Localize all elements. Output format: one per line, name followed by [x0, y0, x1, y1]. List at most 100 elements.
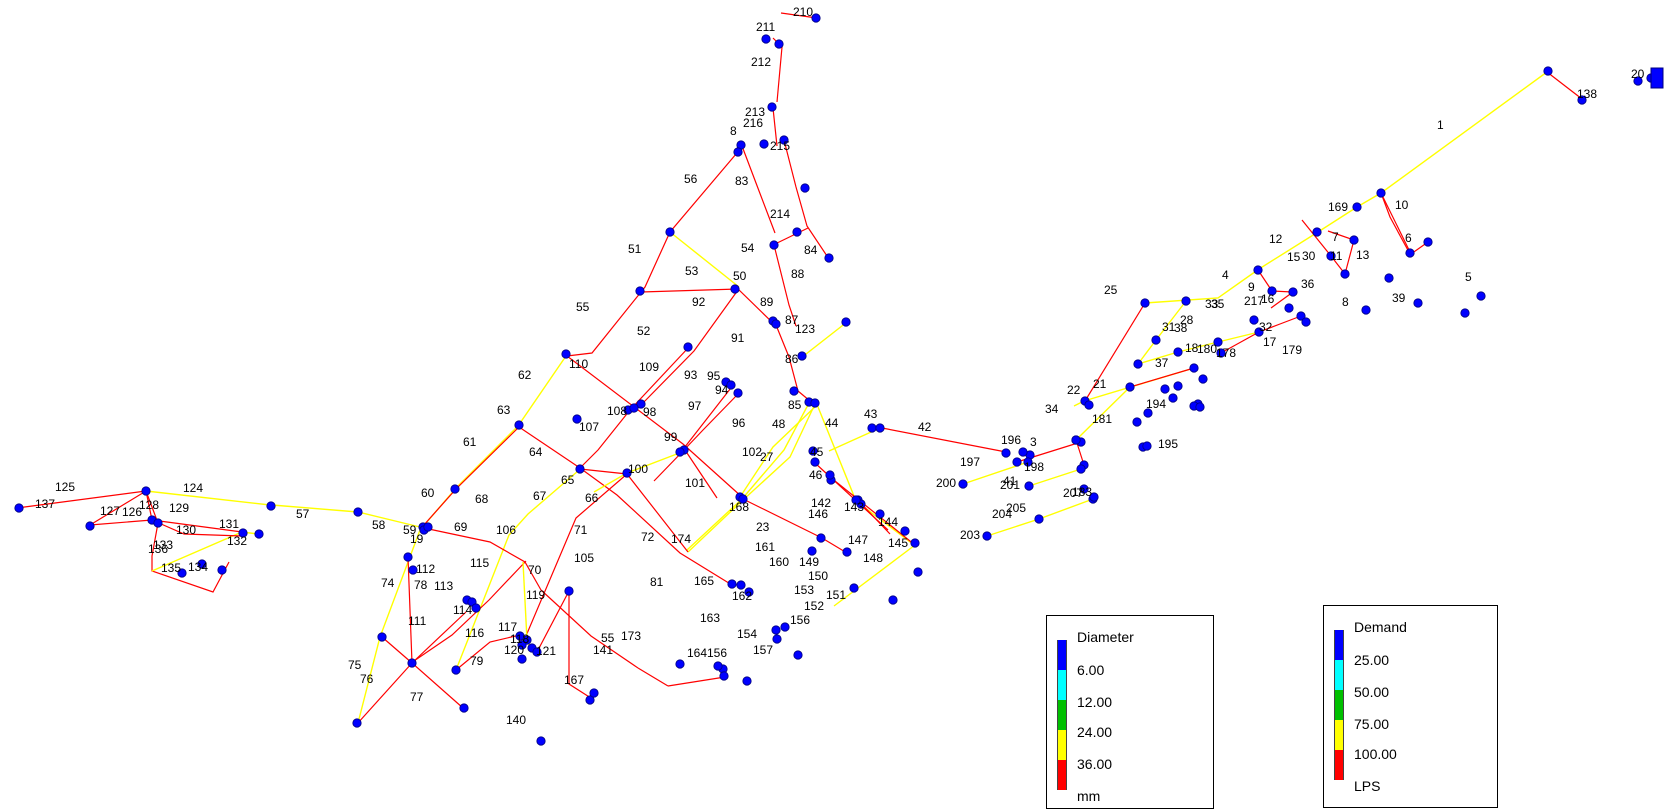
junction-node[interactable]: [153, 518, 163, 528]
junction-node[interactable]: [761, 34, 771, 44]
junction-node[interactable]: [85, 521, 95, 531]
pipe-link[interactable]: [637, 667, 669, 687]
junction-node[interactable]: [635, 286, 645, 296]
junction-node[interactable]: [514, 420, 524, 430]
pipe-link[interactable]: [151, 519, 243, 533]
pipe-link[interactable]: [669, 231, 740, 288]
junction-node[interactable]: [910, 538, 920, 548]
junction-node[interactable]: [377, 632, 387, 642]
junction-node[interactable]: [913, 567, 923, 577]
pipe-link[interactable]: [540, 589, 639, 669]
junction-node[interactable]: [1413, 298, 1423, 308]
junction-node[interactable]: [1249, 315, 1259, 325]
junction-node[interactable]: [810, 398, 820, 408]
junction-node[interactable]: [675, 659, 685, 669]
junction-node[interactable]: [1352, 202, 1362, 212]
junction-node[interactable]: [1633, 76, 1643, 86]
pipe-link[interactable]: [271, 504, 425, 529]
junction-node[interactable]: [353, 507, 363, 517]
pipe-link[interactable]: [1546, 71, 1583, 100]
junction-node[interactable]: [459, 703, 469, 713]
pipe-link[interactable]: [783, 139, 830, 260]
pipe-link[interactable]: [145, 490, 271, 506]
junction-node[interactable]: [759, 139, 769, 149]
junction-node[interactable]: [793, 650, 803, 660]
junction-node[interactable]: [1301, 317, 1311, 327]
junction-node[interactable]: [1288, 287, 1298, 297]
pipe-link[interactable]: [356, 611, 467, 725]
pipe-link[interactable]: [410, 560, 527, 664]
junction-node[interactable]: [1151, 335, 1161, 345]
junction-node[interactable]: [665, 227, 675, 237]
junction-node[interactable]: [1125, 382, 1135, 392]
junction-node[interactable]: [532, 647, 542, 657]
pipe-link[interactable]: [1084, 302, 1146, 402]
junction-node[interactable]: [675, 447, 685, 457]
pipe-link[interactable]: [522, 473, 628, 644]
junction-node[interactable]: [738, 494, 748, 504]
junction-node[interactable]: [517, 654, 527, 664]
pipe-link[interactable]: [566, 355, 743, 498]
junction-node[interactable]: [1349, 235, 1359, 245]
junction-node[interactable]: [1253, 265, 1263, 275]
pipe-link[interactable]: [381, 636, 413, 664]
junction-node[interactable]: [1267, 286, 1277, 296]
junction-node[interactable]: [1423, 237, 1433, 247]
junction-node[interactable]: [713, 661, 723, 671]
junction-node[interactable]: [572, 414, 582, 424]
junction-node[interactable]: [1089, 492, 1099, 502]
junction-node[interactable]: [561, 349, 571, 359]
junction-node[interactable]: [1198, 374, 1208, 384]
junction-node[interactable]: [810, 457, 820, 467]
junction-node[interactable]: [792, 227, 802, 237]
junction-node[interactable]: [1543, 66, 1553, 76]
junction-node[interactable]: [958, 479, 968, 489]
junction-node[interactable]: [629, 403, 639, 413]
junction-node[interactable]: [1160, 384, 1170, 394]
pipe-link[interactable]: [1028, 468, 1082, 487]
junction-node[interactable]: [1405, 248, 1415, 258]
junction-node[interactable]: [1143, 408, 1153, 418]
junction-node[interactable]: [1460, 308, 1470, 318]
junction-node[interactable]: [1079, 484, 1089, 494]
pipe-link[interactable]: [145, 490, 230, 593]
junction-node[interactable]: [1189, 363, 1199, 373]
junction-node[interactable]: [733, 147, 743, 157]
pipe-link[interactable]: [680, 383, 735, 453]
pipe-link[interactable]: [522, 561, 528, 641]
junction-node[interactable]: [808, 446, 818, 456]
reservoir-icon[interactable]: [1650, 67, 1664, 89]
junction-node[interactable]: [564, 586, 574, 596]
junction-node[interactable]: [423, 522, 433, 532]
pipe-link[interactable]: [577, 409, 631, 471]
junction-node[interactable]: [636, 399, 646, 409]
junction-node[interactable]: [733, 388, 743, 398]
junction-node[interactable]: [825, 470, 835, 480]
pipe-link[interactable]: [687, 403, 816, 553]
junction-node[interactable]: [771, 319, 781, 329]
junction-node[interactable]: [589, 688, 599, 698]
pipe-link[interactable]: [881, 427, 1007, 453]
pipe-link[interactable]: [639, 289, 739, 407]
junction-node[interactable]: [1326, 251, 1336, 261]
pipe-link[interactable]: [667, 676, 726, 687]
junction-node[interactable]: [1195, 402, 1205, 412]
junction-node[interactable]: [515, 631, 525, 641]
junction-node[interactable]: [1140, 298, 1150, 308]
junction-node[interactable]: [1018, 447, 1028, 457]
junction-node[interactable]: [769, 240, 779, 250]
junction-node[interactable]: [1001, 448, 1011, 458]
junction-node[interactable]: [771, 625, 781, 635]
junction-node[interactable]: [1361, 305, 1371, 315]
junction-node[interactable]: [849, 583, 859, 593]
junction-node[interactable]: [772, 634, 782, 644]
junction-node[interactable]: [1012, 457, 1022, 467]
junction-node[interactable]: [1340, 269, 1350, 279]
junction-node[interactable]: [824, 253, 834, 263]
junction-node[interactable]: [1133, 359, 1143, 369]
junction-node[interactable]: [217, 565, 227, 575]
junction-node[interactable]: [1384, 273, 1394, 283]
junction-node[interactable]: [238, 528, 248, 538]
junction-node[interactable]: [585, 695, 595, 705]
pipe-link[interactable]: [1129, 367, 1195, 388]
